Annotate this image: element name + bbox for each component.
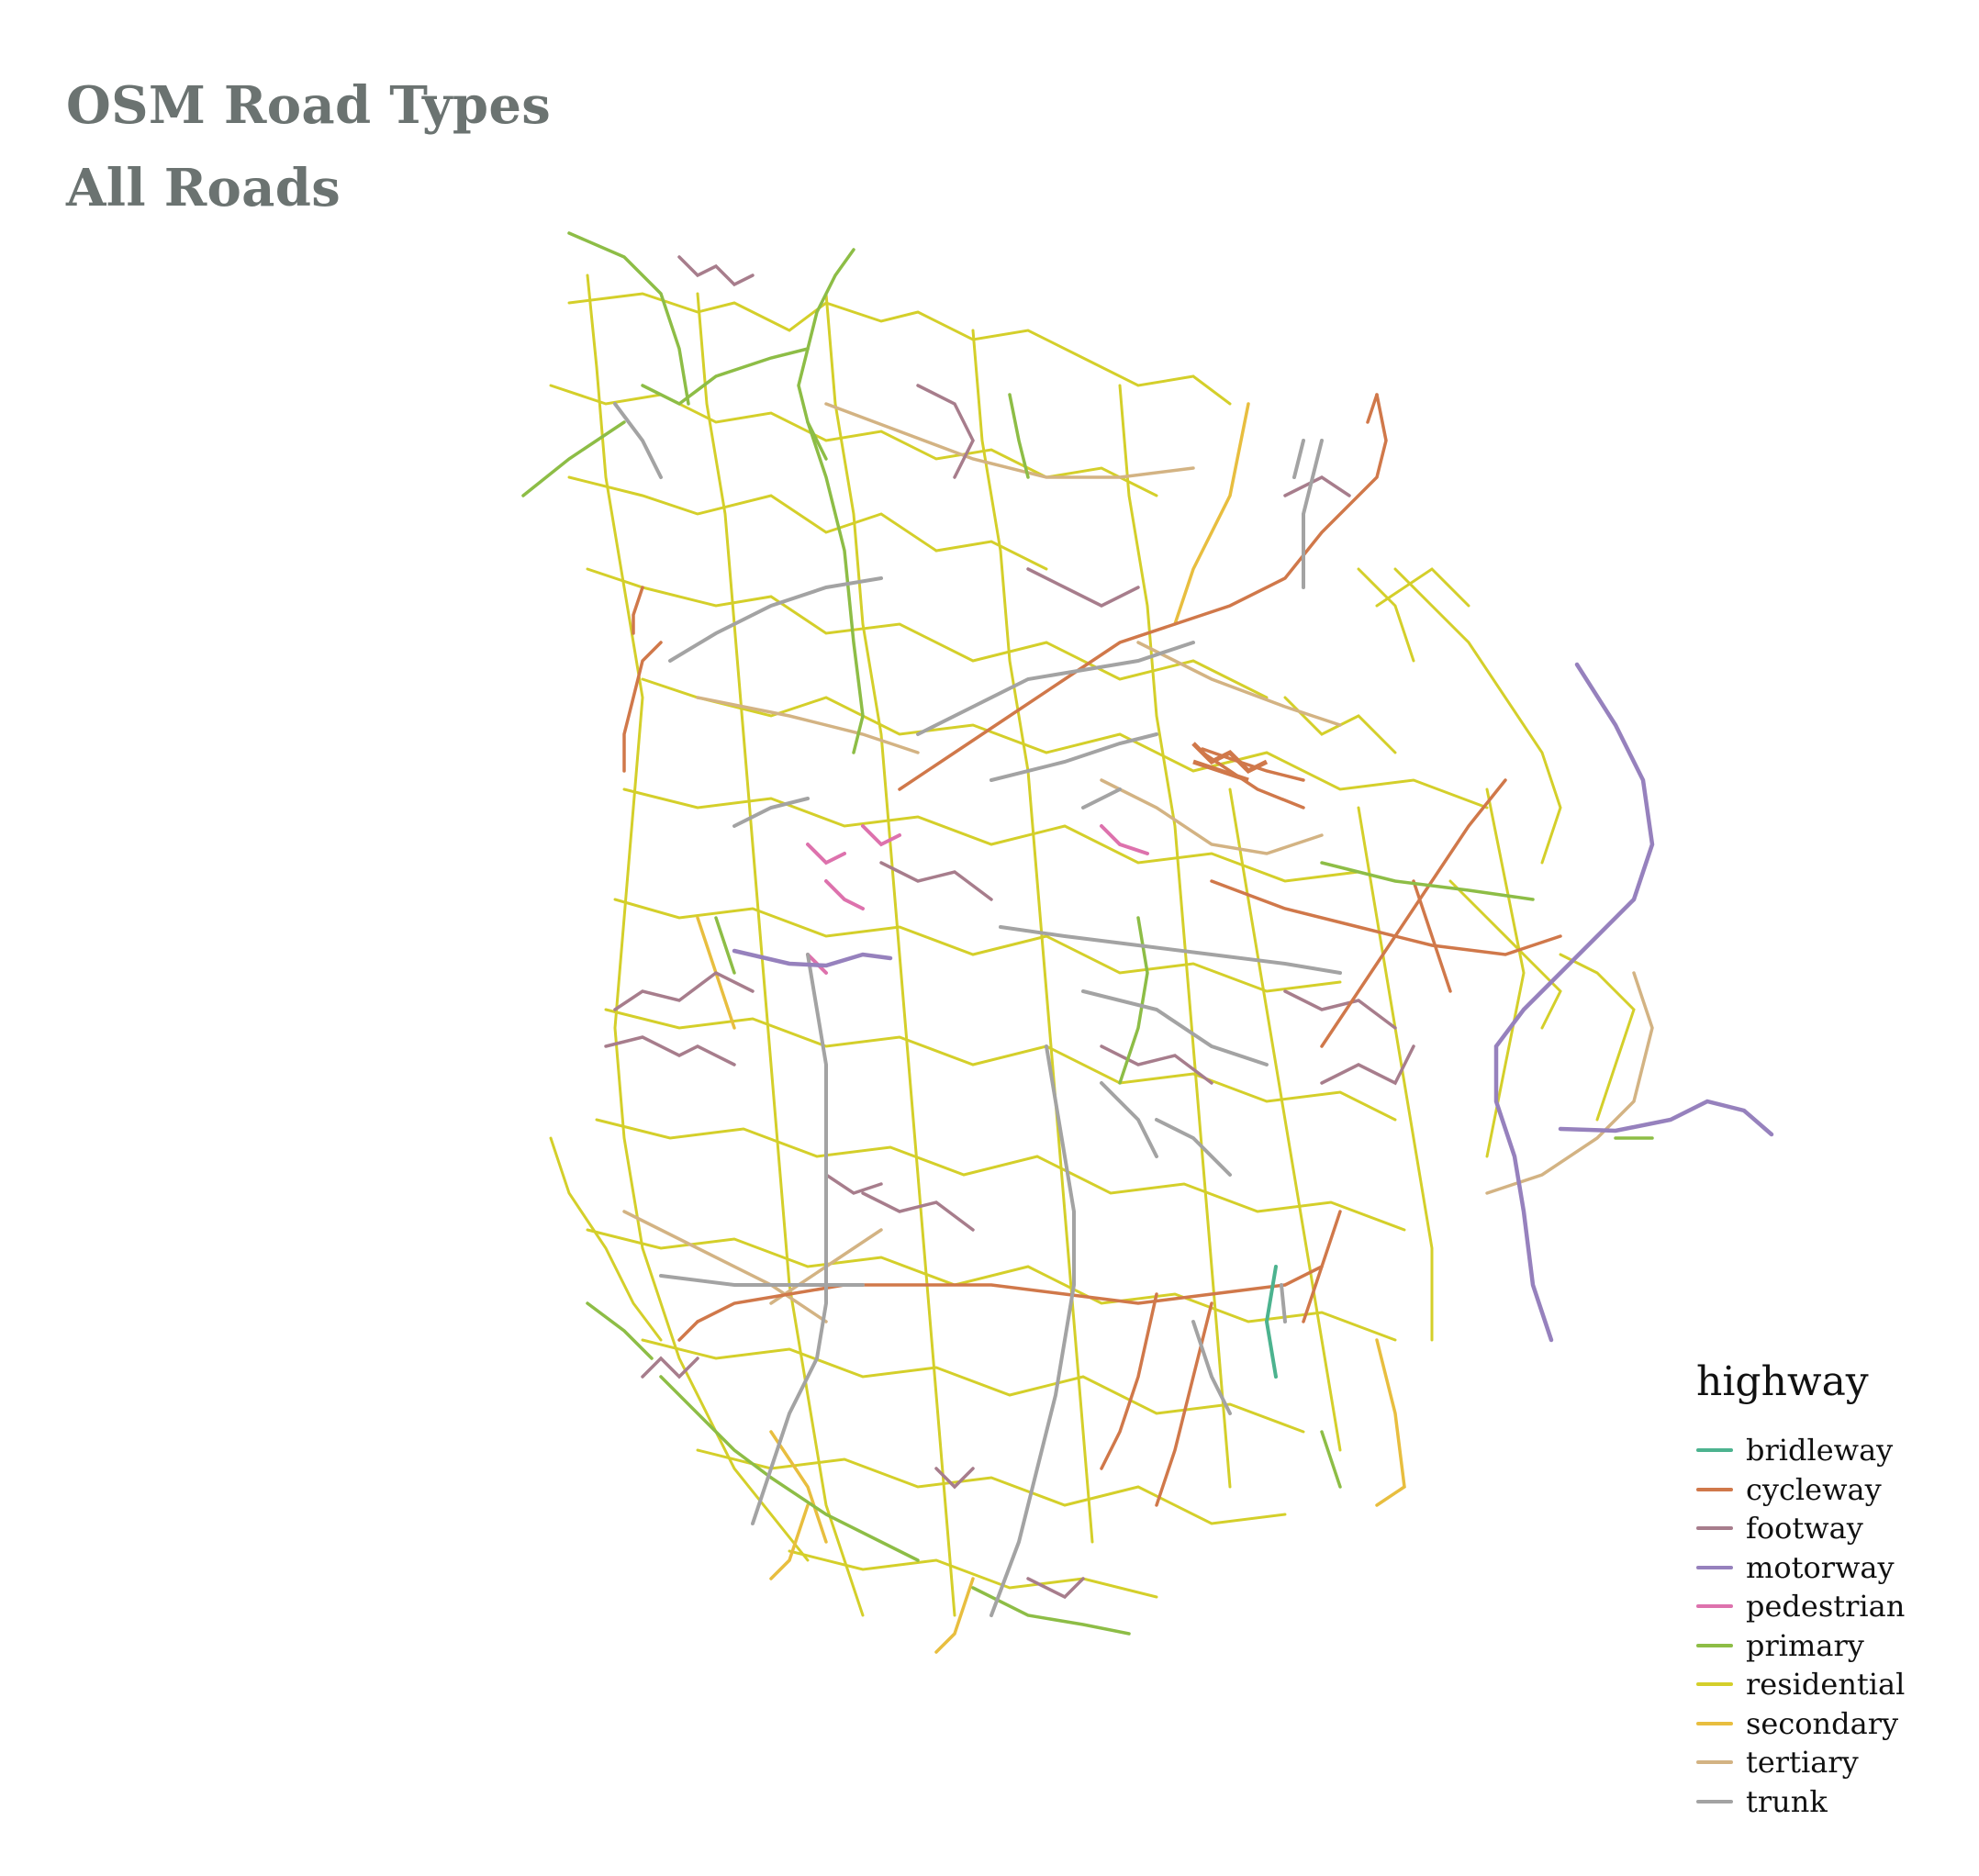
legend-label-primary: primary [1746,1627,1864,1663]
cycleway-roads [622,393,1562,1507]
legend-item-motorway: motorway [1696,1548,1905,1588]
legend-item-residential: residential [1696,1665,1905,1704]
legend-item-footway: footway [1696,1509,1905,1548]
legend-swatch-tertiary [1696,1760,1733,1765]
legend-swatch-footway [1696,1526,1733,1531]
tertiary-roads [622,402,1654,1323]
legend-swatch-bridleway [1696,1448,1733,1453]
legend-item-secondary: secondary [1696,1704,1905,1744]
trunk-roads [613,402,1342,1617]
legend: highway bridleway cycleway footway motor… [1696,1358,1905,1821]
legend-swatch-secondary [1696,1721,1733,1725]
legend-label-cycleway: cycleway [1746,1471,1882,1507]
legend-items: bridleway cycleway footway motorway pede… [1696,1431,1905,1821]
map-title: OSM Road Types [66,75,552,136]
legend-swatch-trunk [1696,1799,1733,1803]
legend-swatch-residential [1696,1682,1733,1687]
residential-roads [549,274,1636,1617]
legend-item-primary: primary [1696,1626,1905,1666]
footway-roads [604,255,1415,1600]
legend-label-bridleway: bridleway [1746,1433,1894,1468]
legend-title: highway [1696,1358,1869,1405]
legend-swatch-motorway [1696,1565,1733,1569]
legend-swatch-pedestrian [1696,1604,1733,1609]
legend-label-motorway: motorway [1746,1549,1895,1585]
legend-label-footway: footway [1746,1511,1863,1547]
pedestrian-roads [806,824,1149,975]
legend-label-secondary: secondary [1746,1705,1899,1741]
motorway-roads [732,662,1774,1343]
legend-item-pedestrian: pedestrian [1696,1587,1905,1626]
legend-label-pedestrian: pedestrian [1746,1589,1906,1625]
legend-item-trunk: trunk [1696,1782,1905,1822]
legend-item-cycleway: cycleway [1696,1470,1905,1510]
legend-label-trunk: trunk [1746,1783,1828,1819]
map-subtitle: All Roads [66,158,341,218]
primary-roads [521,231,1654,1636]
legend-label-residential: residential [1746,1667,1906,1703]
bridleway-roads [1264,1265,1278,1379]
legend-swatch-primary [1696,1643,1733,1647]
legend-label-tertiary: tertiary [1746,1745,1859,1781]
legend-item-tertiary: tertiary [1696,1743,1905,1782]
legend-swatch-cycleway [1696,1487,1733,1491]
cycleway-cluster [1191,742,1269,783]
legend-item-bridleway: bridleway [1696,1431,1905,1470]
